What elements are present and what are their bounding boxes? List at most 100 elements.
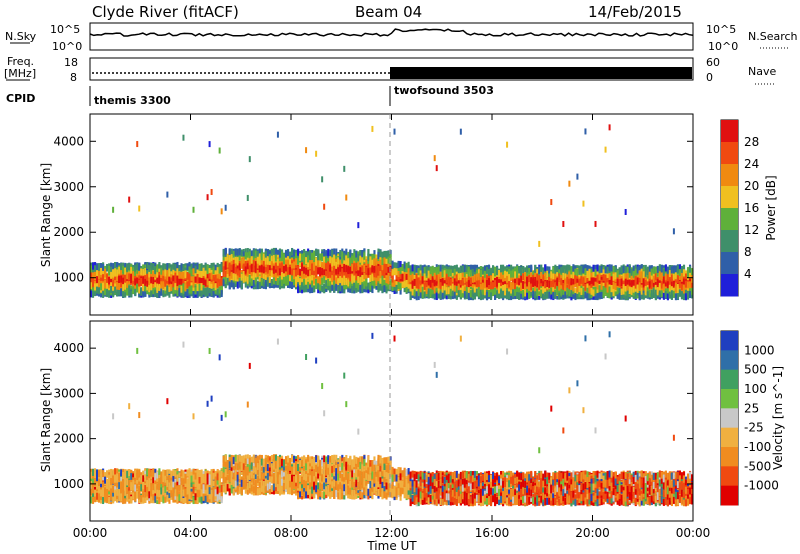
power-cell <box>96 281 99 289</box>
power-cell <box>262 253 265 261</box>
power-cell <box>520 284 523 292</box>
power-cell <box>238 248 241 256</box>
power-cell <box>266 277 269 285</box>
power-cell <box>256 269 259 277</box>
power-cell <box>288 257 292 265</box>
power-cell <box>407 268 410 276</box>
power-cell <box>284 250 288 258</box>
power-cell <box>295 269 298 277</box>
power-cell <box>116 273 119 281</box>
power-cell <box>309 276 312 284</box>
power-cell <box>291 268 294 276</box>
power-cell <box>204 276 207 284</box>
power-cell <box>369 266 372 274</box>
power-cell <box>297 286 300 294</box>
power-cell <box>383 263 386 271</box>
power-cell <box>180 285 183 293</box>
power-cell <box>262 266 265 274</box>
power-cell <box>512 290 515 298</box>
power-cell <box>202 287 205 295</box>
power-cell <box>367 282 370 290</box>
power-cell <box>226 274 229 282</box>
power-cell <box>206 288 209 296</box>
power-cell <box>216 271 219 279</box>
power-cell <box>266 266 269 274</box>
power-cell <box>130 266 133 274</box>
power-cell <box>297 248 300 256</box>
power-cell <box>208 273 211 281</box>
power-cell <box>132 286 135 294</box>
power-cell <box>212 280 215 288</box>
power-cell <box>427 278 430 286</box>
power-cell <box>96 263 99 271</box>
power-cell <box>500 272 503 280</box>
power-cell <box>333 269 336 277</box>
power-cell <box>172 276 175 284</box>
power-cell <box>427 270 430 278</box>
power-cell <box>222 254 225 262</box>
power-cell <box>140 268 143 276</box>
power-cell <box>258 253 261 261</box>
power-cell <box>210 272 213 280</box>
power-cell <box>353 249 356 257</box>
nsky-label: N.Sky <box>5 30 37 43</box>
power-cell <box>118 276 121 284</box>
power-cell <box>216 267 219 275</box>
power-cell <box>317 265 320 273</box>
power-cell <box>347 285 350 293</box>
power-cell <box>242 263 245 271</box>
power-cell <box>246 263 249 271</box>
power-cell <box>244 262 247 270</box>
power-cell <box>224 204 227 211</box>
power-cell <box>200 275 203 283</box>
power-cell <box>134 264 137 272</box>
power-cell <box>214 283 217 291</box>
power-cell <box>319 269 322 277</box>
power-cell <box>124 262 127 270</box>
power-cell <box>528 290 531 298</box>
power-cell <box>110 271 113 279</box>
nsky-tick-bottom: 10^0 <box>52 40 82 53</box>
power-cell <box>455 285 458 293</box>
power-cell <box>335 267 338 275</box>
power-cell <box>280 272 284 280</box>
power-cell <box>530 265 533 273</box>
power-cell <box>353 275 356 283</box>
power-cell <box>178 271 181 279</box>
power-cell <box>284 270 288 278</box>
power-cell <box>98 263 101 271</box>
power-cell <box>385 250 388 258</box>
power-cell <box>278 263 282 271</box>
power-cell <box>92 262 95 270</box>
power-cell <box>288 275 292 283</box>
power-cell <box>198 289 201 297</box>
power-cell <box>244 252 247 260</box>
power-cell <box>242 251 245 259</box>
power-cell <box>411 264 414 272</box>
power-cell <box>232 282 235 290</box>
power-cell <box>264 264 267 272</box>
power-cell <box>301 271 304 279</box>
power-cell <box>351 274 354 282</box>
power-cell <box>532 290 535 298</box>
power-cell <box>313 270 316 278</box>
power-cell <box>240 273 243 281</box>
power-cell <box>232 266 235 274</box>
power-cell <box>319 260 322 268</box>
power-cell <box>435 165 438 172</box>
power-cell <box>299 278 302 286</box>
power-cell <box>172 268 175 276</box>
power-cell <box>236 248 239 256</box>
power-cell <box>246 276 249 284</box>
power-cell <box>182 268 185 276</box>
power-cell <box>196 267 199 275</box>
power-cell <box>228 255 231 263</box>
power-cell <box>343 165 346 172</box>
power-cell <box>244 266 247 274</box>
power-cell <box>202 267 205 275</box>
power-cell <box>315 258 318 266</box>
power-cell <box>112 263 115 271</box>
power-cell <box>286 267 290 275</box>
power-cell <box>481 267 485 275</box>
power-cell <box>272 277 276 285</box>
